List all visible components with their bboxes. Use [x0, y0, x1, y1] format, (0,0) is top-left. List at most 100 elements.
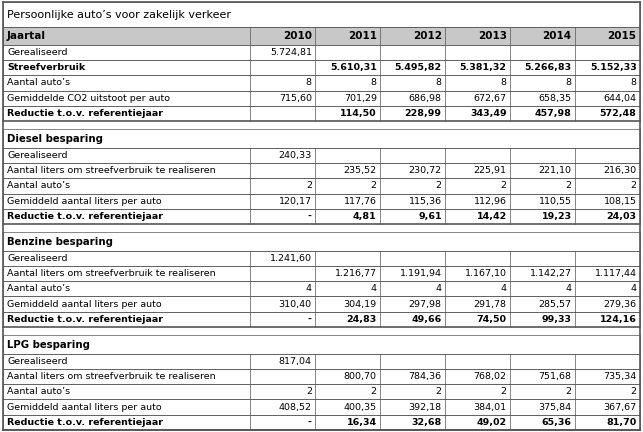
Text: 230,72: 230,72: [408, 166, 442, 175]
Text: 225,91: 225,91: [474, 166, 507, 175]
Text: Gemiddeld aantal liters per auto: Gemiddeld aantal liters per auto: [7, 403, 161, 412]
Text: 2: 2: [631, 181, 637, 191]
Text: 701,29: 701,29: [344, 94, 377, 103]
Text: 32,68: 32,68: [412, 418, 442, 427]
Text: -: -: [308, 418, 312, 427]
Text: 285,57: 285,57: [539, 300, 572, 308]
Text: Reductie t.o.v. referentiejaar: Reductie t.o.v. referentiejaar: [7, 315, 163, 324]
Text: 124,16: 124,16: [600, 315, 637, 324]
Text: 74,50: 74,50: [476, 315, 507, 324]
Text: 4: 4: [436, 284, 442, 293]
Bar: [3, 148, 640, 163]
Text: 715,60: 715,60: [279, 94, 312, 103]
Text: 8: 8: [371, 79, 377, 88]
Bar: [3, 327, 640, 335]
Text: 2: 2: [501, 388, 507, 396]
Text: -: -: [308, 315, 312, 324]
Text: 2: 2: [371, 181, 377, 191]
Text: 5.381,32: 5.381,32: [460, 64, 507, 72]
Text: 24,03: 24,03: [606, 212, 637, 221]
Text: 367,67: 367,67: [604, 403, 637, 412]
Text: 658,35: 658,35: [539, 94, 572, 103]
Text: 19,23: 19,23: [541, 212, 572, 221]
Bar: [3, 27, 640, 45]
Text: 297,98: 297,98: [409, 300, 442, 308]
Text: Gerealiseerd: Gerealiseerd: [7, 357, 68, 366]
Text: 735,34: 735,34: [603, 372, 637, 381]
Text: 304,19: 304,19: [343, 300, 377, 308]
Text: 221,10: 221,10: [539, 166, 572, 175]
Text: Reductie t.o.v. referentiejaar: Reductie t.o.v. referentiejaar: [7, 109, 163, 118]
Text: 8: 8: [436, 79, 442, 88]
Text: 817,04: 817,04: [279, 357, 312, 366]
Bar: [3, 106, 640, 121]
Text: 14,42: 14,42: [476, 212, 507, 221]
Text: Aantal auto’s: Aantal auto’s: [7, 79, 70, 88]
Bar: [3, 335, 640, 354]
Text: Gerealiseerd: Gerealiseerd: [7, 48, 68, 57]
Text: 120,17: 120,17: [279, 197, 312, 206]
Text: 800,70: 800,70: [344, 372, 377, 381]
Bar: [3, 2, 640, 27]
Text: 1.167,10: 1.167,10: [465, 269, 507, 278]
Text: 2: 2: [501, 181, 507, 191]
Bar: [3, 296, 640, 312]
Bar: [3, 232, 640, 251]
Bar: [3, 400, 640, 415]
Bar: [3, 354, 640, 369]
Text: 8: 8: [306, 79, 312, 88]
Text: Jaartal: Jaartal: [7, 31, 46, 41]
Text: 240,33: 240,33: [278, 151, 312, 160]
Text: 686,98: 686,98: [409, 94, 442, 103]
Bar: [3, 76, 640, 91]
Text: 784,36: 784,36: [408, 372, 442, 381]
Text: 99,33: 99,33: [541, 315, 572, 324]
Text: 672,67: 672,67: [474, 94, 507, 103]
Text: 5.152,33: 5.152,33: [590, 64, 637, 72]
Bar: [3, 415, 640, 430]
Text: 5.724,81: 5.724,81: [270, 48, 312, 57]
Text: 2: 2: [306, 388, 312, 396]
Bar: [3, 281, 640, 296]
Text: Streefverbruik: Streefverbruik: [7, 64, 86, 72]
Text: 49,66: 49,66: [412, 315, 442, 324]
Bar: [3, 163, 640, 178]
Text: Gerealiseerd: Gerealiseerd: [7, 254, 68, 263]
Text: Aantal liters om streefverbruik te realiseren: Aantal liters om streefverbruik te reali…: [7, 372, 215, 381]
Text: 392,18: 392,18: [408, 403, 442, 412]
Bar: [3, 60, 640, 76]
Bar: [3, 209, 640, 224]
Text: 291,78: 291,78: [474, 300, 507, 308]
Text: 2014: 2014: [543, 31, 572, 41]
Text: 2: 2: [631, 388, 637, 396]
Text: 8: 8: [501, 79, 507, 88]
Bar: [3, 251, 640, 266]
Bar: [3, 224, 640, 232]
Text: 384,01: 384,01: [473, 403, 507, 412]
Bar: [3, 121, 640, 129]
Text: 343,49: 343,49: [470, 109, 507, 118]
Text: 81,70: 81,70: [606, 418, 637, 427]
Text: Aantal liters om streefverbruik te realiseren: Aantal liters om streefverbruik te reali…: [7, 269, 215, 278]
Text: 2: 2: [436, 388, 442, 396]
Text: 1.191,94: 1.191,94: [400, 269, 442, 278]
Text: 457,98: 457,98: [535, 109, 572, 118]
Bar: [3, 384, 640, 400]
Bar: [3, 266, 640, 281]
Text: Reductie t.o.v. referentiejaar: Reductie t.o.v. referentiejaar: [7, 212, 163, 221]
Text: Benzine besparing: Benzine besparing: [7, 237, 113, 247]
Text: 751,68: 751,68: [539, 372, 572, 381]
Text: 4,81: 4,81: [353, 212, 377, 221]
Text: 114,50: 114,50: [340, 109, 377, 118]
Text: 5.266,83: 5.266,83: [525, 64, 572, 72]
Text: 5.495,82: 5.495,82: [395, 64, 442, 72]
Text: Aantal liters om streefverbruik te realiseren: Aantal liters om streefverbruik te reali…: [7, 166, 215, 175]
Text: Persoonlijke auto’s voor zakelijk verkeer: Persoonlijke auto’s voor zakelijk verkee…: [7, 10, 231, 19]
Text: 2: 2: [306, 181, 312, 191]
Text: 4: 4: [566, 284, 572, 293]
Text: 4: 4: [306, 284, 312, 293]
Text: 4: 4: [371, 284, 377, 293]
Text: 2011: 2011: [348, 31, 377, 41]
Text: Diesel besparing: Diesel besparing: [7, 133, 103, 143]
Text: 2: 2: [436, 181, 442, 191]
